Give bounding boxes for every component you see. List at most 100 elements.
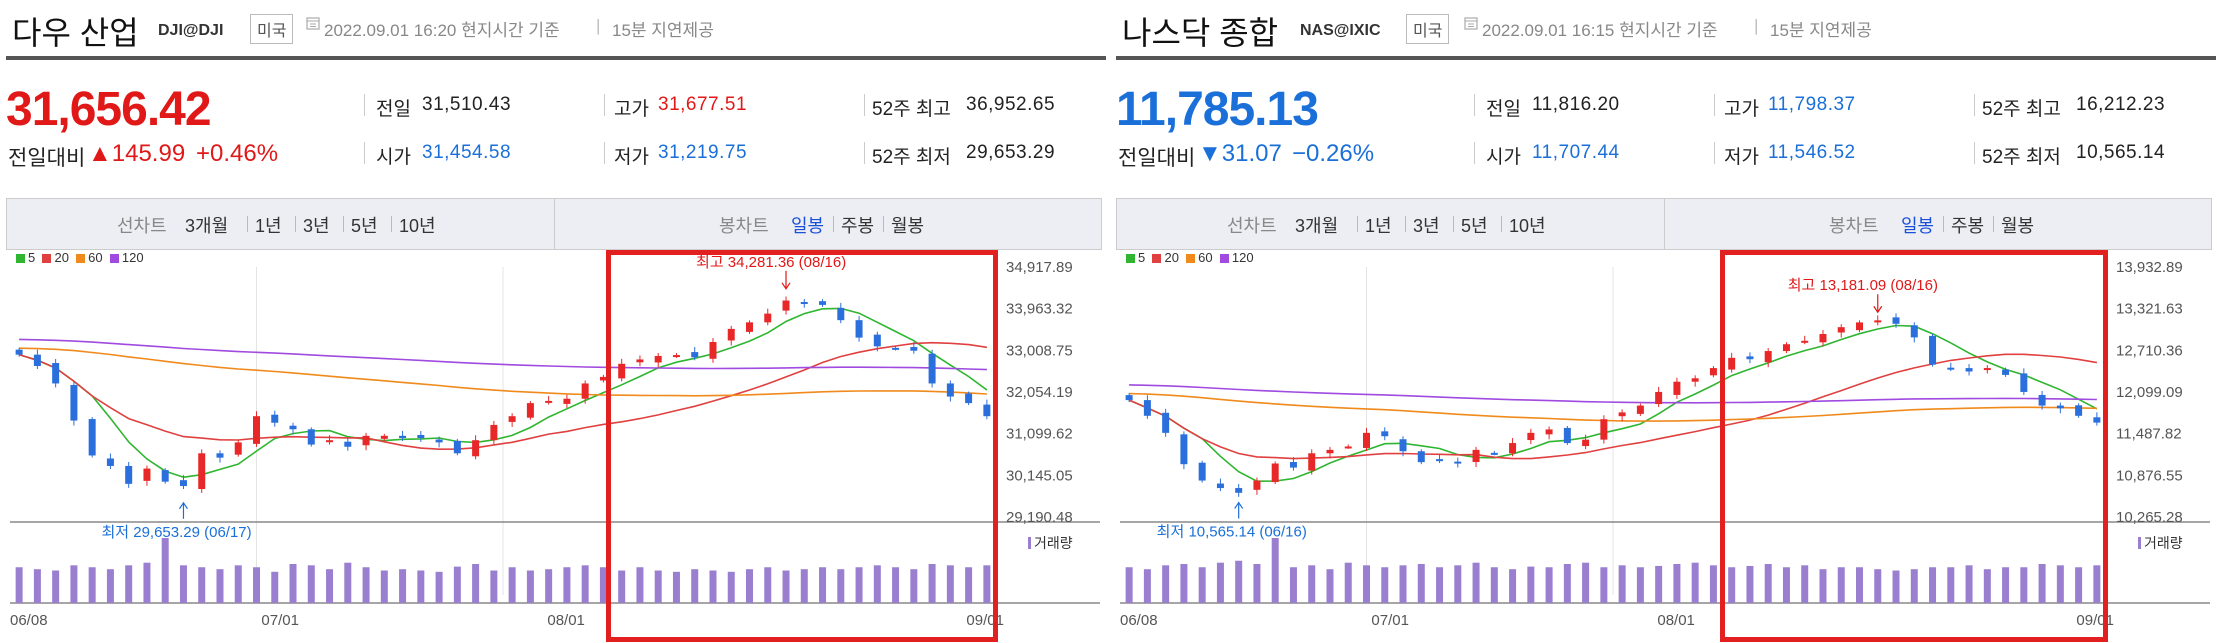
change-percent: −0.26%: [1292, 140, 1375, 167]
volume-bar: [928, 564, 936, 603]
tab-line-chart[interactable]: 선차트: [117, 216, 167, 236]
ma-line-120: [1129, 384, 2097, 404]
volume-bar: [618, 570, 626, 603]
tab-weekly[interactable]: 주봉: [1951, 216, 1985, 236]
tab-3m[interactable]: 3개월: [185, 216, 229, 236]
candle: [1983, 368, 1991, 371]
volume-bar: [636, 567, 644, 603]
tab-10y[interactable]: 10년: [1509, 216, 1546, 236]
candle: [1837, 327, 1845, 333]
volume-bar: [800, 569, 808, 603]
candle: [1582, 439, 1590, 447]
divider: [864, 142, 865, 164]
stat-value-52w-high: 36,952.65: [966, 94, 1056, 115]
tab-5y[interactable]: 5년: [1461, 216, 1488, 236]
candle: [106, 458, 114, 466]
tab-1y[interactable]: 1년: [255, 216, 282, 236]
volume-bar: [1965, 565, 1973, 603]
candle: [1856, 322, 1863, 331]
candle: [253, 416, 260, 444]
tab-line-chart[interactable]: 선차트: [1227, 216, 1277, 236]
candle: [143, 468, 151, 481]
y-tick-label: 13,932.89: [2116, 259, 2183, 276]
candle: [1180, 434, 1188, 465]
volume-bar: [161, 538, 169, 603]
calendar-icon: [1464, 16, 1478, 35]
volume-bar: [289, 564, 297, 603]
tab-10y[interactable]: 10년: [399, 216, 436, 236]
candle: [1381, 431, 1389, 437]
volume-bar: [1399, 565, 1407, 603]
candle: [819, 301, 827, 305]
tab-1y[interactable]: 1년: [1365, 216, 1392, 236]
volume-bar: [1600, 567, 1608, 603]
volume-bar: [216, 569, 224, 603]
volume-label: 거래량: [2144, 535, 2183, 551]
tab-candle-chart[interactable]: 봉차트: [719, 216, 769, 236]
volume-bar: [234, 565, 242, 603]
legend-swatch: [1219, 254, 1229, 264]
volume-bar: [1673, 564, 1681, 603]
volume-bar: [1509, 569, 1517, 603]
volume-bar: [526, 570, 534, 603]
volume-bar: [1801, 565, 1809, 603]
legend-label: 60: [1198, 250, 1213, 265]
volume-bar: [946, 565, 954, 603]
tab-daily[interactable]: 일봉: [791, 216, 825, 236]
tab-3y[interactable]: 3년: [1413, 216, 1440, 236]
divider: [1453, 216, 1454, 232]
volume-bar: [1618, 565, 1626, 603]
candle: [307, 429, 315, 445]
y-tick-label: 29,190.48: [1006, 509, 1073, 526]
legend-label: 20: [54, 250, 69, 265]
candle: [764, 313, 772, 323]
candle: [1600, 419, 1608, 440]
divider: [1474, 142, 1475, 164]
current-price: 31,656.42: [6, 83, 212, 136]
volume-bar: [1235, 560, 1243, 603]
tab-3y[interactable]: 3년: [303, 216, 330, 236]
volume-bar: [179, 565, 187, 603]
candle: [928, 353, 936, 384]
index-title: 다우 산업: [12, 15, 139, 51]
tab-daily[interactable]: 일봉: [1901, 216, 1935, 236]
x-tick-label: 07/01: [1371, 612, 1409, 629]
volume-bar: [1454, 565, 1462, 603]
high-annotation: 최고 13,181.09 (08/16): [1788, 277, 1938, 294]
candle: [654, 355, 662, 363]
high-annotation: 최고 34,281.36 (08/16): [696, 255, 846, 271]
tab-monthly[interactable]: 월봉: [891, 216, 925, 236]
tab-3m[interactable]: 3개월: [1295, 216, 1339, 236]
candle: [271, 414, 279, 423]
tab-5y[interactable]: 5년: [351, 216, 378, 236]
volume-bar: [819, 567, 827, 603]
volume-bar: [892, 567, 900, 603]
candlestick-chart: 13,932.89 13,321.63 12,710.36 12,099.09 11,4…: [1120, 259, 2210, 629]
tab-weekly[interactable]: 주봉: [841, 216, 875, 236]
stat-label-52w-low: 52주 최저: [1982, 147, 2061, 168]
candle: [1344, 446, 1352, 449]
candle: [1636, 405, 1644, 414]
ma-line-60: [19, 347, 987, 397]
highlight-box: [606, 250, 998, 642]
tab-monthly[interactable]: 월봉: [2001, 216, 2035, 236]
candle: [1965, 368, 1973, 372]
volume-bar: [1326, 569, 1334, 603]
divider: [1664, 199, 1665, 249]
volume-bar: [1417, 564, 1425, 603]
tab-candle-chart[interactable]: 봉차트: [1829, 216, 1879, 236]
x-tick-label: 06/08: [1120, 612, 1158, 629]
volume-bar: [1545, 567, 1553, 603]
candle: [2020, 373, 2028, 392]
volume-bar: [1892, 570, 1900, 603]
stat-value-low: 31,219.75: [658, 142, 748, 163]
volume-bar: [1143, 569, 1151, 603]
candle: [1527, 432, 1535, 441]
chart-tabs: 선차트 3개월 1년 3년 5년 10년 봉차트 일봉 주봉 월봉: [1116, 198, 2212, 250]
candle: [88, 419, 96, 456]
candle: [1509, 443, 1517, 454]
y-tick-label: 33,963.32: [1006, 301, 1073, 318]
candle: [892, 347, 900, 350]
candle: [161, 470, 169, 482]
volume-bar: [1271, 538, 1279, 603]
